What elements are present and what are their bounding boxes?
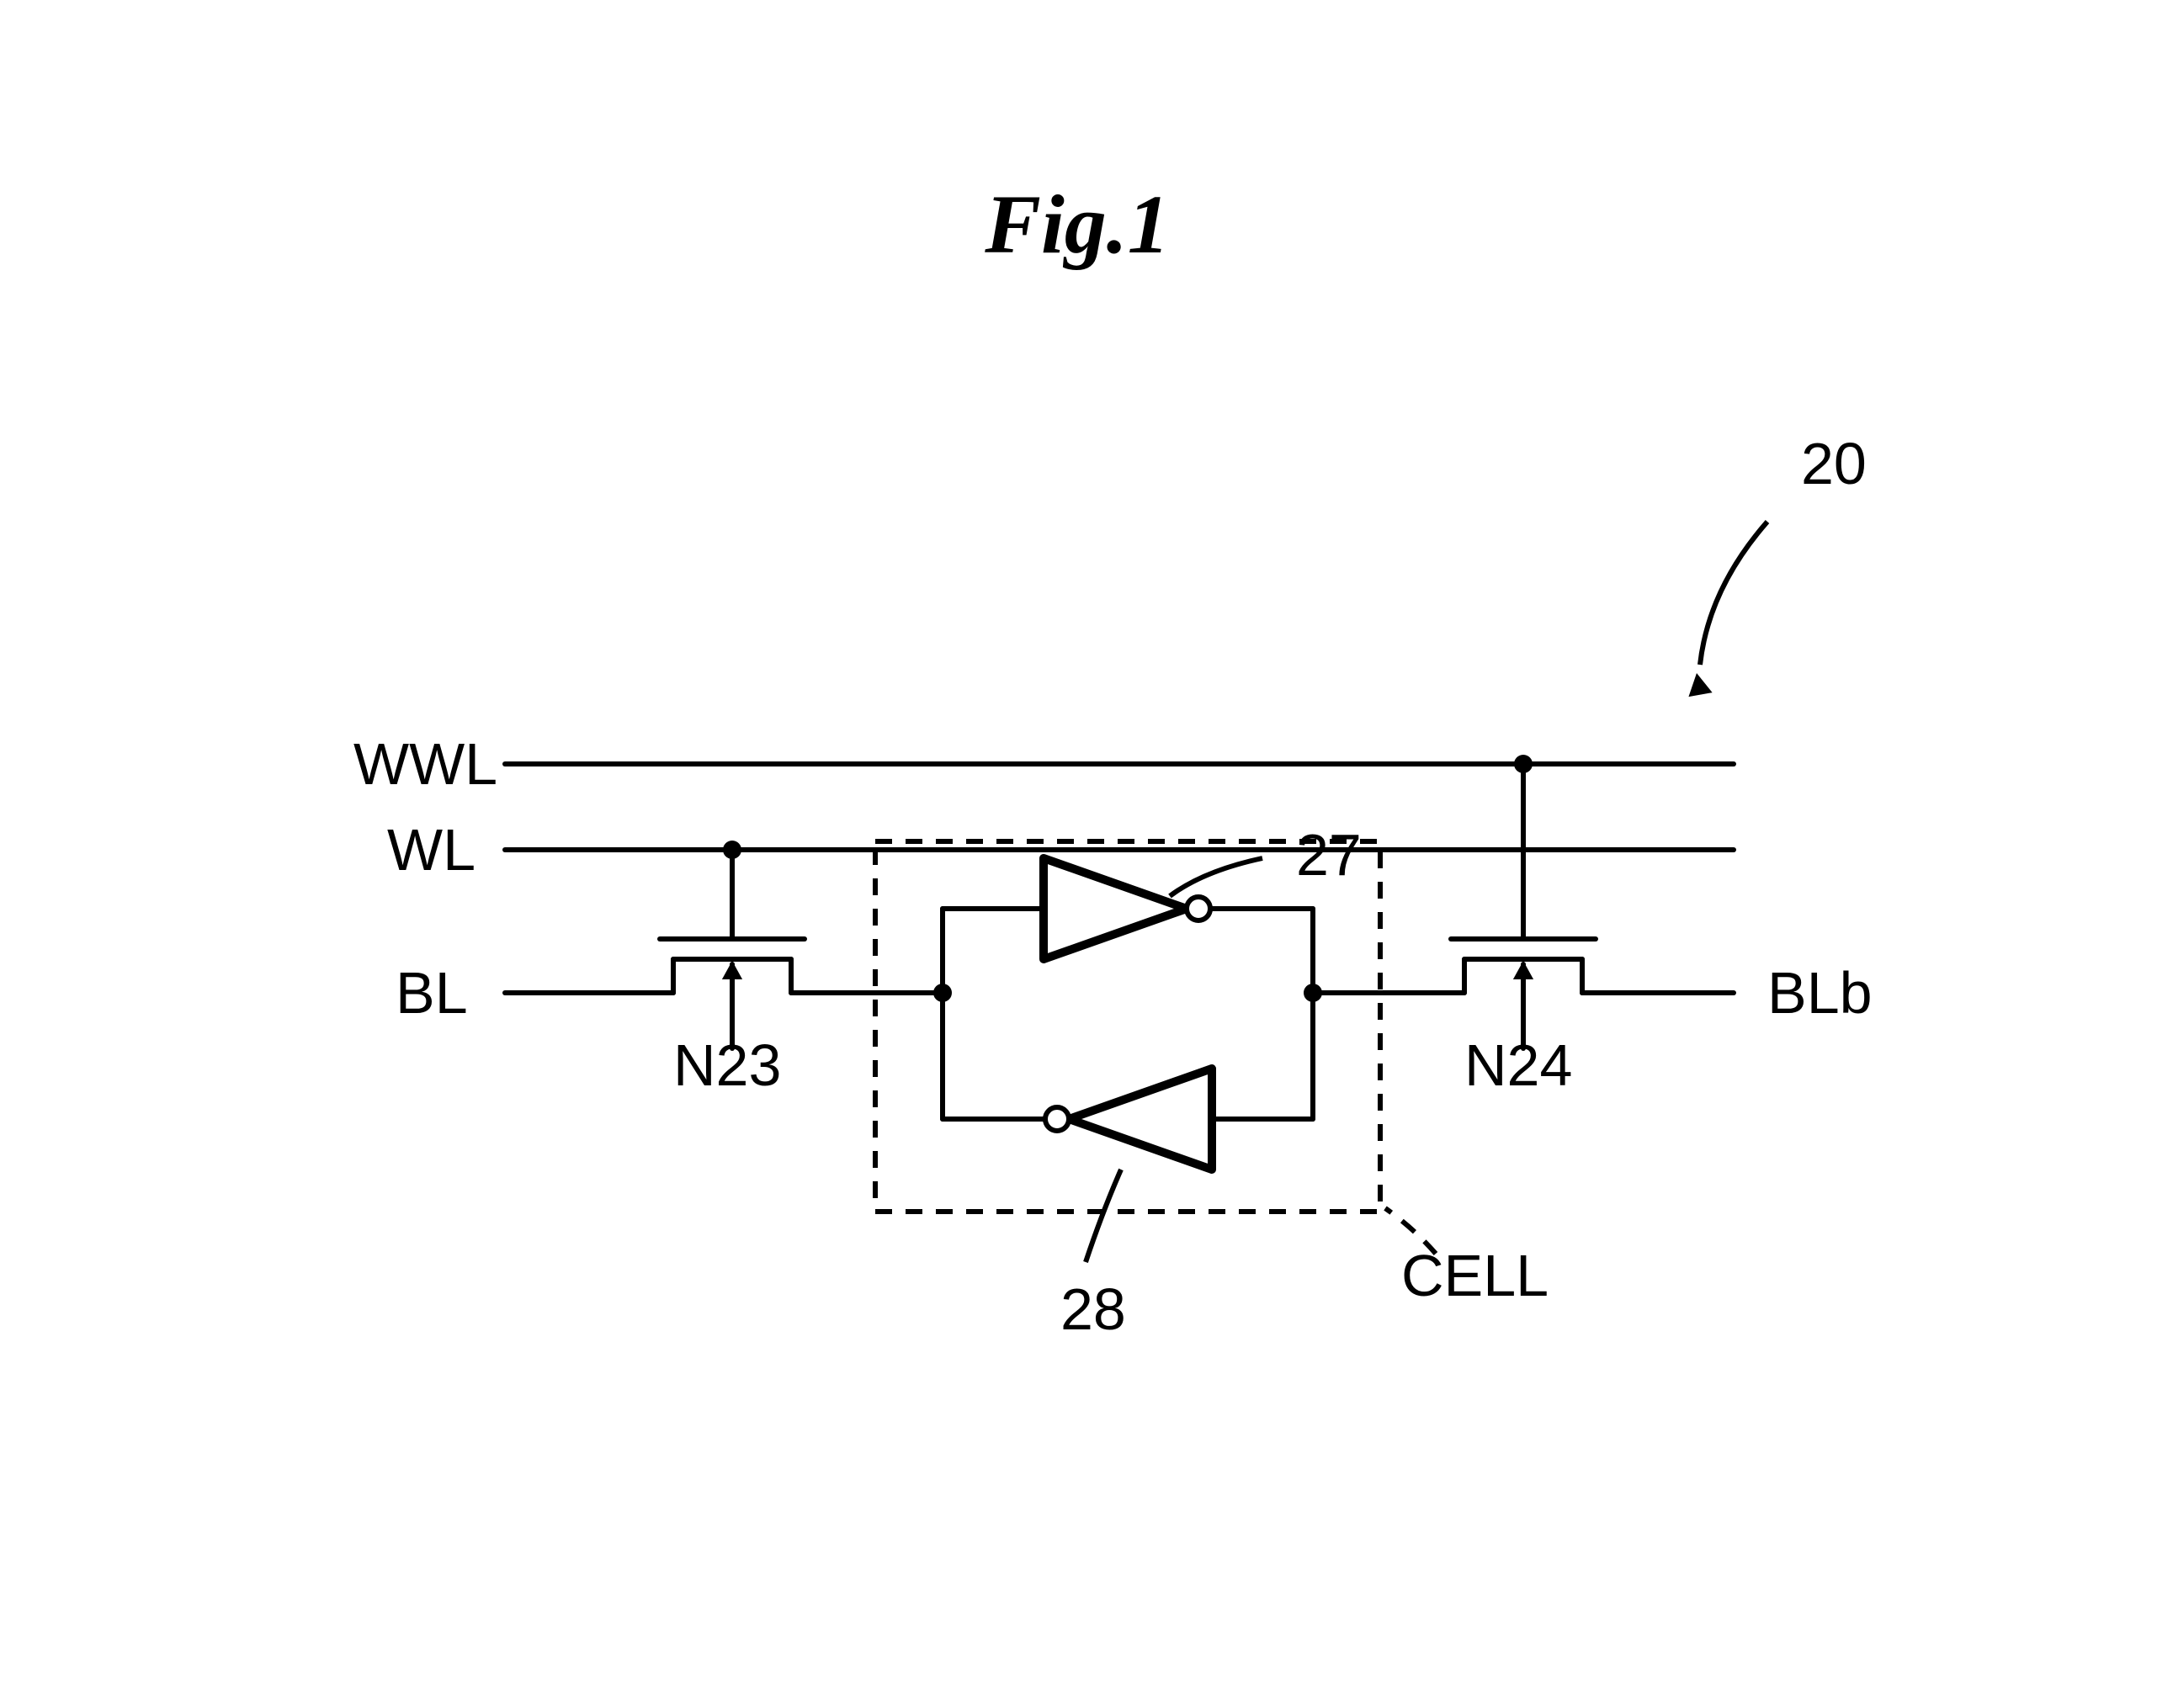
inverter-28-triangle (1069, 1069, 1212, 1170)
bl-label: BL (396, 960, 468, 1026)
ref-20-leader (1700, 522, 1767, 665)
wwl-label: WWL (353, 731, 497, 797)
inverter-27-bubble (1187, 897, 1210, 920)
ref-27-leader (1170, 858, 1262, 896)
wl-label: WL (387, 817, 475, 883)
inverter-27-triangle (1044, 858, 1187, 959)
n24-label: N24 (1464, 1032, 1572, 1098)
n23-label: N23 (673, 1032, 781, 1098)
inverter-28-bubble (1045, 1107, 1069, 1131)
ref-27-label: 27 (1296, 822, 1362, 888)
ref-20-label: 20 (1801, 431, 1867, 496)
figure-title: Fig.1 (984, 178, 1169, 271)
ref-28-label: 28 (1060, 1276, 1126, 1342)
blb-label: BLb (1767, 960, 1873, 1026)
ref-28-leader (1086, 1170, 1121, 1262)
cell-label: CELL (1401, 1243, 1549, 1308)
